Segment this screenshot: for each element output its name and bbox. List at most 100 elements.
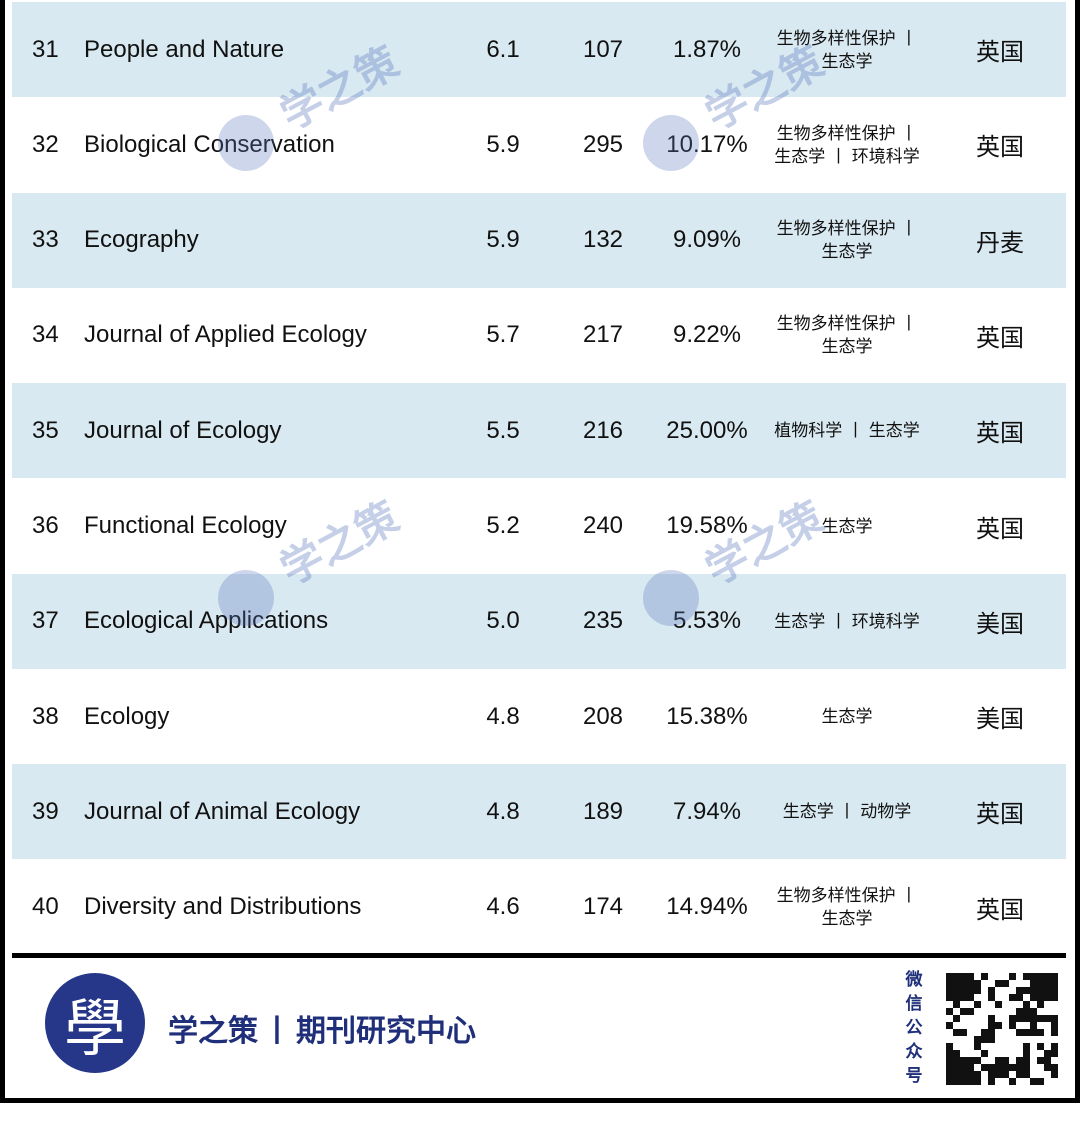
field-line: 生态学 [821, 707, 873, 727]
watermark-icon [218, 570, 274, 626]
field-line: 生态学 丨 动物学 [782, 802, 912, 822]
qr-module [960, 1064, 967, 1071]
field-line: 生物多样性保护 丨 [776, 314, 918, 334]
qr-module [946, 1078, 953, 1085]
watermark-icon [218, 115, 274, 171]
qr-module [974, 1057, 981, 1064]
qr-module [988, 1071, 995, 1078]
qr-module [960, 1078, 967, 1085]
article-count: 189 [582, 797, 624, 825]
qr-module [953, 1001, 960, 1008]
qr-module [995, 1001, 1002, 1008]
article-count: 107 [582, 35, 624, 63]
qr-module [1051, 1064, 1058, 1071]
qr-module [967, 980, 974, 987]
qr-module [988, 1022, 995, 1029]
article-count: 240 [582, 512, 624, 539]
field-line: 植物科学 丨 生态学 [774, 421, 920, 441]
qr-module [960, 994, 967, 1001]
qr-module [1002, 980, 1009, 987]
qr-module [1002, 1064, 1009, 1071]
qr-module [1037, 1015, 1044, 1022]
qr-module [1023, 1071, 1030, 1078]
rank: 33 [32, 226, 59, 254]
qr-module [1051, 973, 1058, 980]
country: 英国 [976, 39, 1024, 66]
qr-code [946, 973, 1058, 1085]
qr-module [1044, 1057, 1051, 1064]
qr-module [960, 1008, 967, 1015]
qr-module [974, 987, 981, 994]
qr-module [960, 1057, 967, 1064]
qr-module [946, 987, 953, 994]
qr-module [946, 973, 953, 980]
qr-module [1023, 1001, 1030, 1008]
qr-module [1037, 1078, 1044, 1085]
journal-name: Journal of Animal Ecology [84, 797, 361, 825]
rank: 31 [32, 35, 59, 63]
qr-module [1016, 987, 1023, 994]
journal-name: Ecology [84, 702, 170, 730]
article-count: 295 [582, 130, 624, 158]
wechat-char: 公 [905, 1018, 923, 1037]
qr-module [1037, 994, 1044, 1001]
fields-cell: 生态学 [762, 479, 932, 574]
rank: 36 [32, 512, 59, 539]
fields-cell: 生物多样性保护 丨生态学 丨 环境科学 [762, 97, 932, 192]
table-row: 31 People and Nature 6.1 107 1.87% 生物多样性保护 丨生… [12, 2, 1066, 97]
impact-factor: 4.6 [486, 893, 520, 921]
qr-module [946, 1064, 953, 1071]
table-row: 37 Ecological Applications 5.0 235 5.53% 生态学 … [12, 573, 1066, 669]
journal-name: Functional Ecology [84, 512, 287, 539]
journal-name: Ecography [84, 226, 199, 254]
country: 英国 [976, 801, 1024, 829]
field-line: 生物多样性保护 丨 [776, 28, 918, 48]
country: 英国 [976, 515, 1024, 543]
watermark-icon [643, 115, 699, 171]
qr-module [1016, 994, 1023, 1001]
qr-module [1051, 1043, 1058, 1050]
qr-module [946, 1008, 953, 1015]
qr-module [995, 1064, 1002, 1071]
qr-module [953, 1078, 960, 1085]
country: 英国 [976, 420, 1024, 448]
qr-module [1044, 987, 1051, 994]
qr-module [1030, 1029, 1037, 1036]
qr-module [1023, 1043, 1030, 1050]
qr-module [967, 1078, 974, 1085]
percentage: 14.94% [666, 893, 748, 921]
qr-module [1009, 1015, 1016, 1022]
qr-module [1023, 973, 1030, 980]
qr-module [1030, 1015, 1037, 1022]
table-row: 35 Journal of Ecology 5.5 216 25.00% 植物科学 丨 生… [12, 383, 1066, 479]
qr-module [1016, 1064, 1023, 1071]
qr-module [960, 1071, 967, 1078]
qr-module [1009, 1078, 1016, 1085]
percentage: 9.22% [672, 321, 742, 349]
field-line: 生态学 [821, 516, 873, 536]
watermark-icon [643, 570, 699, 626]
qr-module [960, 1029, 967, 1036]
qr-module [981, 1050, 988, 1057]
table-row: 39 Journal of Animal Ecology 4.8 189 7.94% 生态… [12, 764, 1066, 860]
wechat-char: 号 [905, 1066, 923, 1085]
qr-module [974, 1001, 981, 1008]
qr-module [960, 987, 967, 994]
separator: 丨 [262, 1015, 292, 1048]
qr-module [1051, 1050, 1058, 1057]
qr-module [981, 1029, 988, 1036]
qr-module [1037, 980, 1044, 987]
qr-module [946, 1057, 953, 1064]
wechat-label: 微信公众号 [904, 968, 924, 1088]
qr-module [953, 994, 960, 1001]
qr-module [988, 1015, 995, 1022]
qr-module [1037, 973, 1044, 980]
journal-name: Journal of Ecology [84, 416, 282, 444]
qr-module [953, 987, 960, 994]
percentage: 19.58% [666, 512, 748, 539]
qr-module [967, 987, 974, 994]
article-count: 208 [582, 702, 624, 730]
percentage: 7.94% [672, 797, 742, 825]
